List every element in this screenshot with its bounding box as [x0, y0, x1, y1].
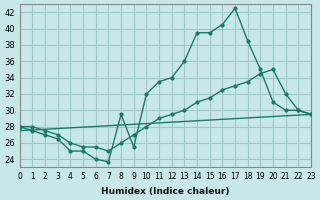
X-axis label: Humidex (Indice chaleur): Humidex (Indice chaleur) [101, 187, 230, 196]
